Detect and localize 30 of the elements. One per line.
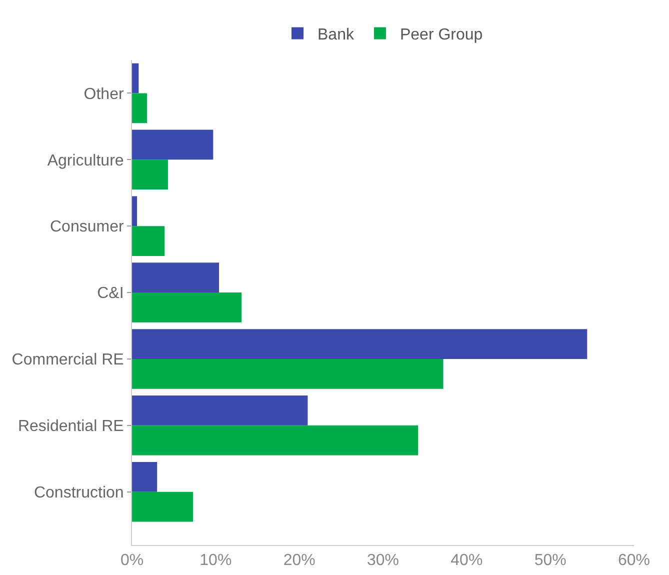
x-tick-label: 10% (200, 552, 232, 570)
x-tick-label: 30% (366, 552, 400, 570)
y-tick-label: Agriculture (47, 152, 124, 170)
bar (132, 358, 444, 389)
x-tick-label: 20% (283, 552, 316, 570)
y-tick-label: Commercial RE (12, 352, 124, 369)
legend-label: Peer Group (400, 26, 483, 44)
bar (132, 130, 214, 160)
y-tick-label: Residential RE (18, 418, 124, 436)
bar (132, 196, 138, 226)
x-tick-label: 40% (450, 552, 483, 570)
y-tick-label: Other (84, 86, 124, 103)
y-tick-label: Construction (34, 484, 124, 502)
x-tick-label: 50% (534, 552, 566, 570)
bar (132, 425, 418, 456)
bar (132, 462, 158, 492)
legend-label: Bank (318, 26, 355, 44)
bar (132, 396, 308, 426)
bar (132, 292, 242, 322)
bar (132, 262, 220, 293)
bar (132, 93, 148, 124)
bar (132, 63, 139, 94)
bar (132, 492, 194, 522)
bar (132, 329, 588, 359)
x-tick-label: 60% (618, 552, 650, 570)
y-tick-label: Consumer (50, 218, 124, 236)
bar (132, 226, 165, 256)
bar (132, 160, 168, 190)
y-tick-label: C&I (97, 285, 124, 302)
x-tick-label: 0% (120, 552, 144, 570)
